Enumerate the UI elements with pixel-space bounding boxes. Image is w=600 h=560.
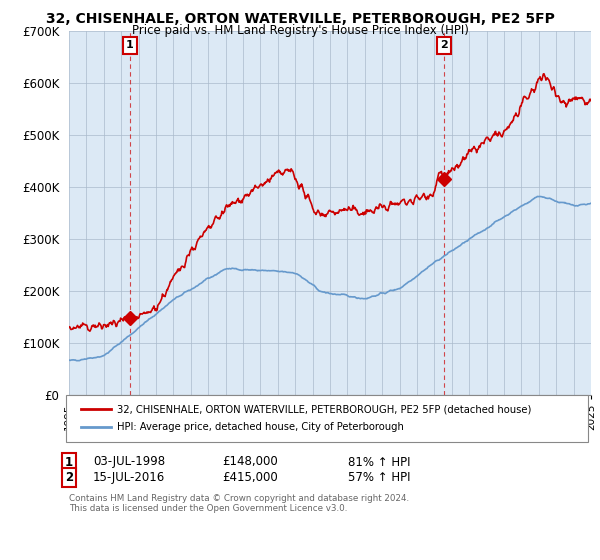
Text: 81% ↑ HPI: 81% ↑ HPI (348, 455, 410, 469)
Text: HPI: Average price, detached house, City of Peterborough: HPI: Average price, detached house, City… (117, 422, 404, 432)
Text: Contains HM Land Registry data © Crown copyright and database right 2024.
This d: Contains HM Land Registry data © Crown c… (69, 494, 409, 514)
Text: 2: 2 (65, 470, 73, 484)
Text: 1: 1 (126, 40, 134, 50)
Text: Price paid vs. HM Land Registry's House Price Index (HPI): Price paid vs. HM Land Registry's House … (131, 24, 469, 37)
Text: 32, CHISENHALE, ORTON WATERVILLE, PETERBOROUGH, PE2 5FP: 32, CHISENHALE, ORTON WATERVILLE, PETERB… (46, 12, 554, 26)
Text: £415,000: £415,000 (222, 470, 278, 484)
Text: 1: 1 (65, 455, 73, 469)
Text: 15-JUL-2016: 15-JUL-2016 (93, 470, 165, 484)
Text: 2: 2 (440, 40, 448, 50)
Text: 57% ↑ HPI: 57% ↑ HPI (348, 470, 410, 484)
Text: £148,000: £148,000 (222, 455, 278, 469)
Text: 32, CHISENHALE, ORTON WATERVILLE, PETERBOROUGH, PE2 5FP (detached house): 32, CHISENHALE, ORTON WATERVILLE, PETERB… (117, 404, 532, 414)
Text: 03-JUL-1998: 03-JUL-1998 (93, 455, 165, 469)
